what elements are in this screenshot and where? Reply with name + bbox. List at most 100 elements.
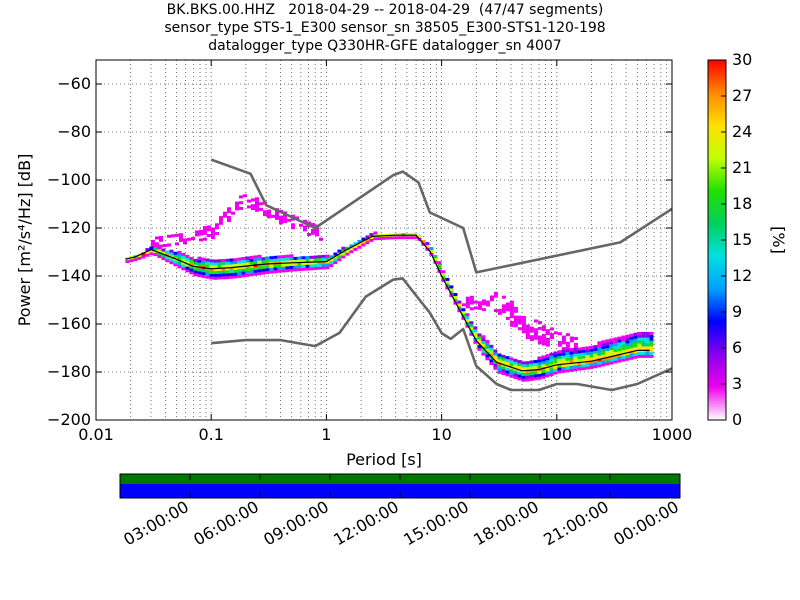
density-cell — [489, 362, 494, 365]
density-cell — [545, 343, 550, 347]
density-cell — [241, 257, 246, 260]
density-cell — [565, 333, 570, 337]
density-cell — [641, 331, 646, 335]
density-cell — [597, 341, 602, 345]
density-cell — [437, 264, 442, 268]
density-cell — [485, 348, 490, 352]
density-cell — [649, 340, 654, 344]
density-cell — [553, 360, 558, 364]
density-cell — [549, 336, 554, 339]
density-cell — [215, 223, 219, 227]
density-cell — [169, 258, 174, 262]
density-cell — [621, 355, 626, 359]
density-cell — [569, 365, 574, 369]
density-cell — [545, 371, 550, 375]
density-cell — [183, 238, 187, 242]
density-cell — [597, 344, 602, 348]
density-cell — [125, 260, 130, 264]
density-cell — [279, 221, 283, 225]
density-cell — [605, 362, 610, 366]
density-cell — [513, 321, 518, 325]
density-cell — [295, 216, 299, 220]
density-cell — [505, 359, 510, 362]
density-cell — [361, 237, 366, 241]
density-cell — [205, 275, 210, 279]
density-cell — [155, 236, 159, 240]
density-cell — [333, 252, 338, 256]
density-cell — [617, 342, 622, 346]
density-cell — [585, 346, 590, 350]
density-cell — [497, 359, 502, 363]
density-cell — [289, 260, 294, 264]
density-cell — [437, 261, 442, 265]
density-cell — [497, 356, 502, 360]
density-cell — [485, 345, 490, 349]
density-cell — [235, 201, 239, 205]
density-cell — [589, 354, 594, 358]
x-tick-label: 10 — [431, 425, 451, 444]
density-cell — [565, 344, 570, 348]
density-cell — [581, 367, 586, 371]
density-cell — [521, 361, 526, 365]
density-cell — [157, 252, 162, 256]
density-cell — [617, 351, 622, 354]
density-cell — [609, 350, 614, 353]
density-cell — [577, 353, 582, 357]
density-cell — [267, 212, 271, 216]
density-cell — [193, 258, 198, 262]
density-cell — [299, 223, 303, 227]
density-cell — [329, 264, 334, 267]
density-cell — [509, 323, 514, 327]
density-cell — [549, 352, 554, 356]
density-cell — [501, 372, 506, 376]
density-cell — [229, 264, 234, 268]
density-cell — [225, 264, 230, 268]
density-cell — [445, 277, 450, 281]
density-cell — [541, 364, 546, 368]
density-cell — [609, 358, 614, 362]
density-cell — [227, 216, 231, 219]
density-cell — [357, 242, 362, 246]
density-cell — [461, 308, 466, 312]
density-cell — [255, 208, 259, 212]
density-cell — [465, 305, 470, 309]
density-cell — [301, 267, 306, 271]
density-cell — [489, 298, 494, 302]
density-cell — [195, 230, 199, 234]
density-cell — [489, 350, 494, 354]
density-cell — [525, 327, 530, 331]
density-cell — [441, 276, 446, 279]
density-cell — [297, 265, 302, 269]
density-cell — [473, 326, 478, 330]
density-cell — [159, 244, 163, 248]
density-cell — [533, 331, 538, 334]
density-cell — [177, 250, 182, 254]
density-cell — [485, 340, 490, 343]
density-cell — [275, 211, 279, 215]
density-cell — [317, 255, 322, 259]
density-cell — [365, 235, 370, 239]
density-cell — [249, 273, 254, 277]
density-cell — [217, 262, 222, 266]
density-cell — [537, 371, 542, 374]
density-cell — [497, 311, 502, 315]
density-cell — [621, 350, 626, 353]
density-cell — [285, 269, 290, 273]
density-cell — [505, 302, 510, 306]
density-cell — [161, 257, 166, 261]
density-cell — [533, 362, 538, 366]
density-cell — [565, 357, 570, 361]
density-cell — [205, 258, 210, 262]
density-cell — [241, 271, 246, 275]
density-cell — [529, 335, 534, 339]
density-cell — [585, 352, 590, 356]
density-cell — [457, 306, 462, 310]
density-cell — [305, 261, 310, 265]
density-cell — [289, 254, 294, 258]
density-cell — [557, 358, 562, 362]
density-cell — [285, 263, 290, 267]
density-cell — [501, 354, 506, 358]
density-cell — [505, 305, 510, 309]
density-cell — [533, 333, 538, 337]
density-cell — [267, 215, 271, 219]
